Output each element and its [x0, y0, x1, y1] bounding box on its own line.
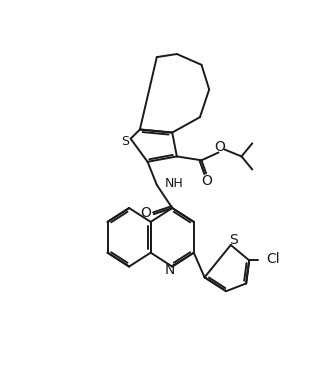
- Text: O: O: [141, 206, 152, 220]
- Text: O: O: [202, 174, 212, 188]
- Text: NH: NH: [164, 177, 183, 190]
- Text: S: S: [121, 135, 129, 147]
- Text: Cl: Cl: [266, 252, 280, 266]
- Text: O: O: [215, 140, 225, 154]
- Text: N: N: [165, 262, 175, 277]
- Text: S: S: [229, 233, 237, 247]
